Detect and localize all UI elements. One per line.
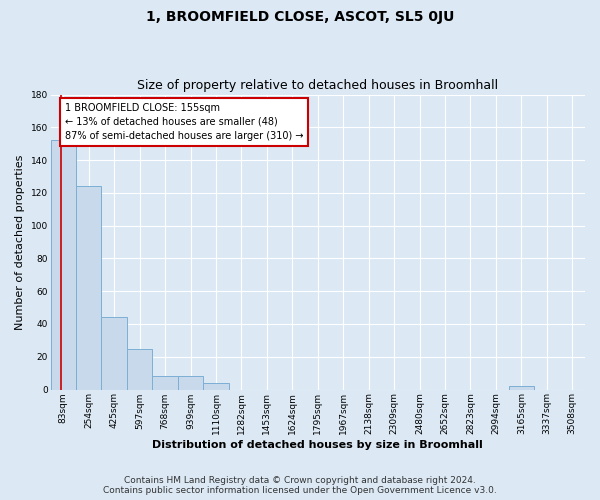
X-axis label: Distribution of detached houses by size in Broomhall: Distribution of detached houses by size … (152, 440, 483, 450)
Bar (127, 348, 152, 390)
Text: Contains HM Land Registry data © Crown copyright and database right 2024.
Contai: Contains HM Land Registry data © Crown c… (103, 476, 497, 495)
Bar (76, 186, 101, 390)
Text: 1 BROOMFIELD CLOSE: 155sqm
← 13% of detached houses are smaller (48)
87% of semi: 1 BROOMFIELD CLOSE: 155sqm ← 13% of deta… (65, 102, 304, 141)
Title: Size of property relative to detached houses in Broomhall: Size of property relative to detached ho… (137, 79, 499, 92)
Bar (50, 140, 76, 390)
Bar (101, 318, 127, 390)
Bar (509, 386, 534, 390)
Bar (152, 376, 178, 390)
Bar (178, 376, 203, 390)
Text: 1, BROOMFIELD CLOSE, ASCOT, SL5 0JU: 1, BROOMFIELD CLOSE, ASCOT, SL5 0JU (146, 10, 454, 24)
Bar (203, 383, 229, 390)
Y-axis label: Number of detached properties: Number of detached properties (15, 154, 25, 330)
